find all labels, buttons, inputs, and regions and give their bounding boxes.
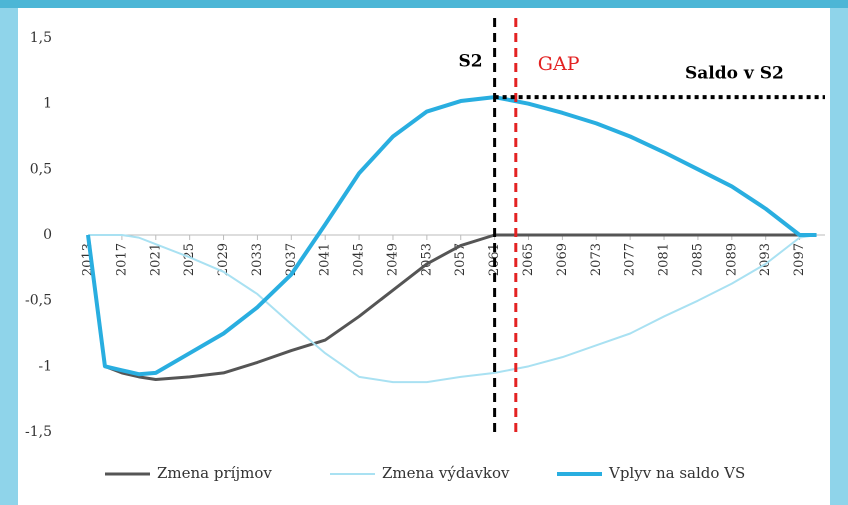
legend-label: Zmena výdavkov: [382, 464, 510, 482]
x-tick-label: 2057: [453, 243, 468, 276]
y-tick-label: -1: [38, 358, 52, 374]
x-tick-label: 2073: [589, 243, 604, 276]
x-tick-label: 2085: [690, 243, 705, 276]
x-tick-label: 2093: [758, 243, 773, 276]
x-tick-label: 2045: [352, 243, 367, 276]
x-tick-label: 2081: [657, 243, 672, 276]
x-tick-label: 2033: [250, 243, 265, 276]
legend-label: Vplyv na saldo VS: [608, 464, 745, 482]
plot-background: [18, 8, 830, 505]
x-tick-label: 2029: [216, 243, 231, 276]
x-tick-label: 2069: [555, 243, 570, 276]
x-tick-label: 2077: [623, 243, 638, 276]
y-tick-label: 0: [43, 227, 52, 243]
annotation: S2: [459, 52, 483, 72]
x-tick-label: 2089: [724, 243, 739, 276]
legend-label: Zmena príjmov: [157, 464, 272, 482]
series-line: [88, 234, 817, 384]
y-tick-label: 1: [43, 96, 52, 112]
x-tick-label: 2049: [385, 243, 400, 276]
header-bar: [0, 0, 848, 8]
series-line: [86, 95, 817, 377]
y-tick-label: -1,5: [25, 424, 52, 440]
x-tick-label: 2065: [521, 243, 536, 276]
x-tick-label: 2025: [182, 243, 197, 276]
annotation: GAP: [538, 53, 580, 75]
series-line: [86, 233, 817, 381]
x-tick-label: 2021: [148, 243, 163, 276]
y-tick-label: -0,5: [25, 293, 52, 309]
x-tick-label: 2041: [318, 243, 333, 276]
x-tick-label: 2017: [114, 243, 129, 276]
annotation: Saldo v S2: [685, 64, 784, 84]
y-tick-label: 0,5: [30, 161, 52, 177]
x-tick-label: 2097: [792, 243, 807, 276]
y-tick-label: 1,5: [30, 30, 52, 46]
